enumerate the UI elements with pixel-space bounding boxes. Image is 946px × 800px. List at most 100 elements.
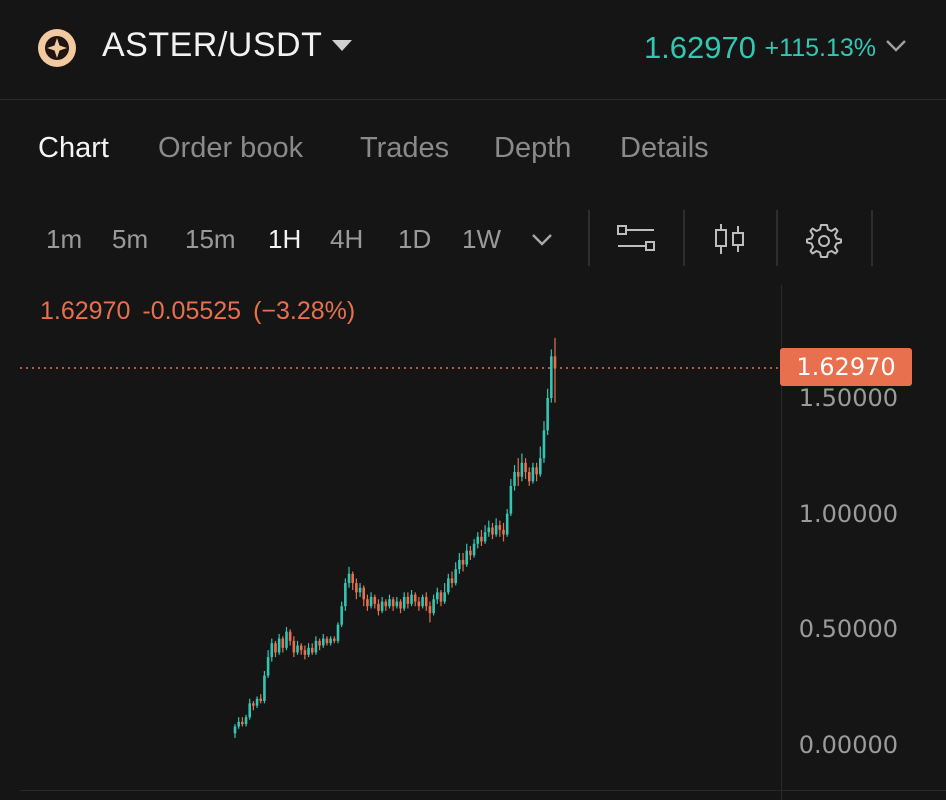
ohlc-price: 1.62970 — [40, 297, 131, 325]
candle — [505, 509, 509, 537]
aster-logo-icon — [38, 29, 76, 67]
candle — [233, 724, 237, 739]
candle — [281, 636, 285, 653]
candle — [358, 583, 362, 597]
price-axis-divider — [781, 285, 782, 800]
candle — [288, 629, 292, 646]
candle — [333, 636, 336, 644]
candle — [413, 592, 417, 607]
candle — [373, 594, 377, 609]
candle — [369, 592, 373, 609]
candle — [274, 640, 277, 658]
candle — [325, 636, 329, 646]
candle — [428, 601, 432, 623]
candle — [255, 696, 259, 708]
candle — [417, 596, 421, 611]
ohlc-change: -0.05525 — [142, 297, 242, 325]
candle — [469, 546, 472, 560]
toolbar-divider — [776, 210, 778, 266]
candle — [539, 446, 542, 477]
candle — [252, 701, 255, 711]
candle — [402, 592, 406, 611]
timeframe-15m[interactable]: 15m — [185, 224, 236, 254]
toolbar-divider — [871, 210, 873, 266]
candle — [436, 587, 439, 604]
candle — [340, 601, 343, 628]
candle — [259, 694, 263, 704]
y-tick-label: 1.00000 — [798, 499, 898, 528]
candle — [241, 717, 244, 727]
candle — [494, 518, 498, 537]
candle — [380, 596, 384, 614]
indicators-icon[interactable] — [614, 222, 658, 254]
tab-order-book[interactable]: Order book — [158, 132, 304, 164]
y-tick-label: 1.50000 — [798, 384, 898, 412]
price-change-percent: +115.13% — [764, 34, 876, 62]
candle — [454, 562, 457, 586]
pair-selector[interactable]: ASTER/USDT — [102, 26, 323, 64]
timeframe-1d[interactable]: 1D — [398, 224, 432, 254]
timeframe-5m[interactable]: 5m — [112, 224, 149, 254]
candle — [439, 590, 443, 607]
candle — [248, 698, 251, 720]
tab-depth[interactable]: Depth — [494, 132, 572, 164]
candle — [531, 462, 535, 484]
candle — [347, 566, 351, 588]
candle — [336, 622, 340, 644]
candle — [443, 583, 446, 604]
candle — [447, 573, 450, 595]
candle — [377, 599, 380, 616]
candle — [461, 552, 465, 572]
candle — [424, 592, 428, 611]
candle — [527, 467, 531, 486]
candle — [384, 599, 388, 611]
candle — [366, 594, 369, 611]
candle — [310, 643, 314, 655]
timeframe-4h[interactable]: 4H — [330, 224, 364, 254]
candlestick-icon[interactable] — [712, 222, 748, 256]
candle — [491, 522, 494, 540]
toolbar-divider — [683, 210, 685, 266]
candle — [314, 636, 318, 655]
candle — [321, 633, 325, 648]
caret-down-icon[interactable] — [332, 40, 352, 51]
gear-icon[interactable] — [806, 222, 842, 258]
candle — [513, 465, 516, 491]
candle — [296, 640, 299, 655]
last-price: 1.62970 — [643, 30, 756, 65]
chevron-down-icon[interactable] — [884, 38, 908, 54]
candle — [410, 590, 413, 607]
candle — [329, 636, 332, 646]
candle — [487, 520, 491, 537]
candle — [542, 421, 546, 463]
candle — [476, 532, 480, 549]
candle — [432, 594, 435, 616]
tab-details[interactable]: Details — [620, 132, 709, 164]
candle — [472, 539, 476, 558]
timeframe-1w[interactable]: 1W — [462, 224, 501, 254]
candle — [465, 543, 469, 567]
timeframe-toolbar: 1m 5m 15m 1H 4H 1D 1W — [0, 210, 946, 268]
timeframe-1m[interactable]: 1m — [46, 224, 83, 254]
candle — [244, 714, 248, 727]
candle — [285, 627, 288, 651]
ohlc-readout: 1.62970 -0.05525 (−3.28%) — [40, 297, 367, 326]
candle — [292, 636, 296, 658]
y-tick-label: 0.00000 — [798, 731, 898, 759]
candle — [509, 478, 513, 516]
candle — [277, 633, 281, 655]
tab-trades[interactable]: Trades — [360, 132, 450, 164]
timeframe-1h[interactable]: 1H — [268, 224, 302, 254]
tab-chart[interactable]: Chart — [38, 132, 109, 164]
candle — [344, 578, 347, 611]
y-tick-label: 0.50000 — [798, 615, 898, 644]
candle — [318, 638, 321, 651]
chevron-down-icon[interactable] — [530, 232, 554, 248]
candle — [516, 458, 520, 486]
candle — [480, 529, 483, 547]
candle — [266, 650, 270, 678]
toolbar-divider — [588, 210, 590, 266]
candle — [391, 596, 395, 611]
candle — [520, 453, 524, 482]
